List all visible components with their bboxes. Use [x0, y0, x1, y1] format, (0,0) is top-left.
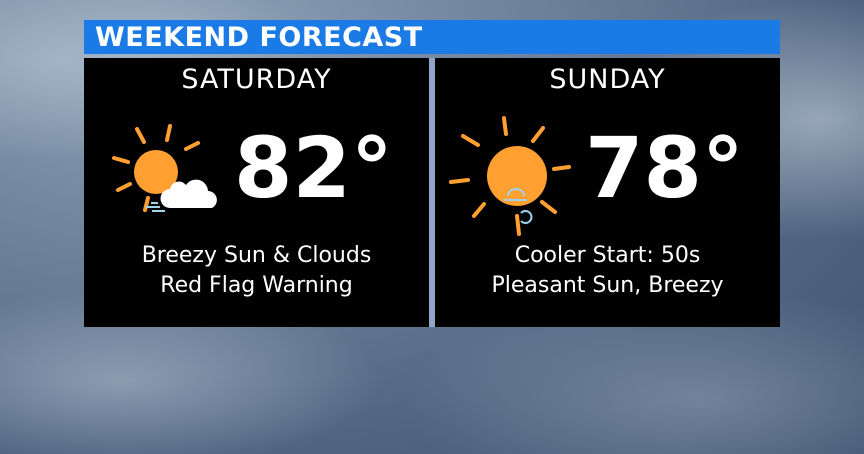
description-line-1: Breezy Sun & Clouds	[141, 243, 372, 268]
temperature: 82°	[234, 119, 393, 217]
description: Cooler Start: 50s Pleasant Sun, Breezy	[435, 241, 780, 301]
sunday-panel: SUNDAY 78° Cooler Start: 50s Pleasant Su…	[435, 58, 780, 327]
temperature: 78°	[585, 119, 744, 217]
title-bar: WEEKEND FORECAST	[84, 20, 780, 54]
sun-wind-icon	[449, 116, 571, 236]
description-line-1: Cooler Start: 50s	[514, 243, 701, 268]
description-line-2: Red Flag Warning	[160, 273, 353, 298]
saturday-panel: SATURDAY 82° Breezy Sun & Clouds Red Fla…	[84, 58, 429, 327]
day-name: SUNDAY	[549, 64, 666, 95]
day-name: SATURDAY	[181, 64, 332, 95]
sun-cloud-wind-icon	[112, 124, 217, 212]
description: Breezy Sun & Clouds Red Flag Warning	[84, 241, 429, 301]
description-line-2: Pleasant Sun, Breezy	[491, 273, 724, 298]
panel-divider	[429, 58, 435, 327]
title: WEEKEND FORECAST	[95, 22, 423, 53]
